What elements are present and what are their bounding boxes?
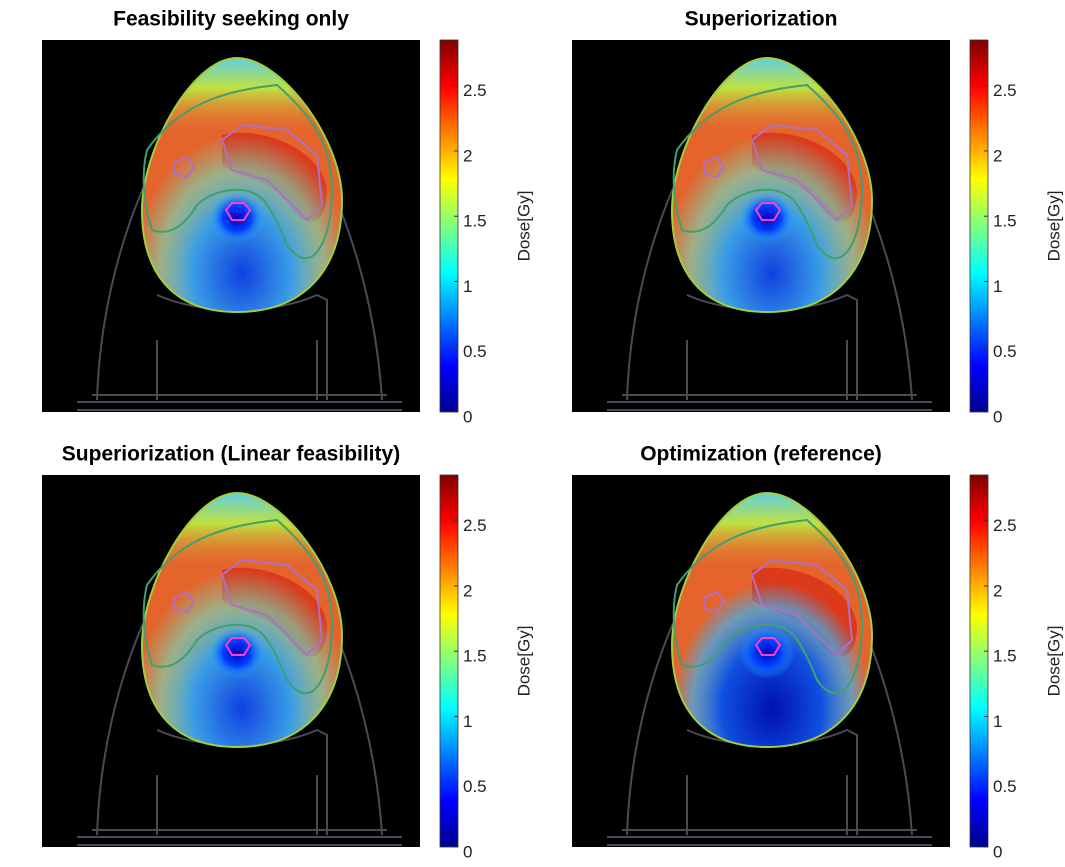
colorbar-tick-label: 1.5 — [993, 647, 1017, 666]
panel: Optimization (reference) 0 0.5 1 1.5 2 2.5 Dose… — [572, 443, 1063, 862]
colorbar-label: Dose[Gy] — [1044, 626, 1063, 697]
panel: Superiorization (Linear feasibility) 0 0.5… — [42, 443, 533, 862]
colorbar-tick-label: 0.5 — [463, 777, 487, 796]
cord-dose — [739, 627, 795, 679]
colorbar-tick-label: 2 — [463, 146, 472, 165]
colorbar-tick-label: 1 — [993, 277, 1002, 296]
panel-title: Superiorization (Linear feasibility) — [62, 443, 400, 466]
colorbar-tick-label: 2 — [993, 581, 1002, 600]
colorbar — [970, 40, 988, 412]
colorbar-tick-label: 1.5 — [463, 647, 487, 666]
colorbar-tick-label: 2 — [463, 581, 472, 600]
colorbar-tick-label: 1.5 — [463, 212, 487, 231]
colorbar-label: Dose[Gy] — [514, 191, 533, 262]
colorbar-tick-label: 2.5 — [463, 516, 487, 535]
colorbar-tick-label: 2 — [993, 146, 1002, 165]
colorbar — [970, 475, 988, 847]
colorbar-tick-label: 0.5 — [993, 777, 1017, 796]
cord-dose — [209, 627, 265, 679]
colorbar-tick-label: 2.5 — [993, 516, 1017, 535]
panel: Superiorization 0 0.5 1 1.5 2 2.5 Dose[Gy] — [572, 8, 1063, 427]
colorbar-tick-label: 0 — [463, 842, 472, 861]
colorbar-tick-label: 1.5 — [993, 212, 1017, 231]
colorbar-tick-label: 2.5 — [993, 81, 1017, 100]
panel-title: Feasibility seeking only — [113, 8, 349, 31]
colorbar-tick-label: 1 — [463, 712, 472, 731]
colorbar-tick-label: 1 — [993, 712, 1002, 731]
colorbar-tick-label: 0 — [993, 842, 1002, 861]
cord-dose — [209, 192, 265, 244]
colorbar-tick-label: 0 — [993, 407, 1002, 426]
cord-dose — [739, 192, 795, 244]
colorbar-tick-label: 0.5 — [993, 342, 1017, 361]
colorbar-tick-label: 0.5 — [463, 342, 487, 361]
colorbar — [440, 475, 458, 847]
panel-title: Superiorization — [685, 8, 838, 31]
panel: Feasibility seeking only 0 0.5 1 1.5 2 2.5 Dose… — [42, 8, 533, 427]
colorbar-tick-label: 1 — [463, 277, 472, 296]
colorbar-tick-label: 2.5 — [463, 81, 487, 100]
colorbar — [440, 40, 458, 412]
figure: Feasibility seeking only 0 0.5 1 1.5 2 2.5 Dose… — [0, 0, 1065, 867]
panel-title: Optimization (reference) — [640, 443, 882, 466]
colorbar-label: Dose[Gy] — [1044, 191, 1063, 262]
colorbar-label: Dose[Gy] — [514, 626, 533, 697]
colorbar-tick-label: 0 — [463, 407, 472, 426]
